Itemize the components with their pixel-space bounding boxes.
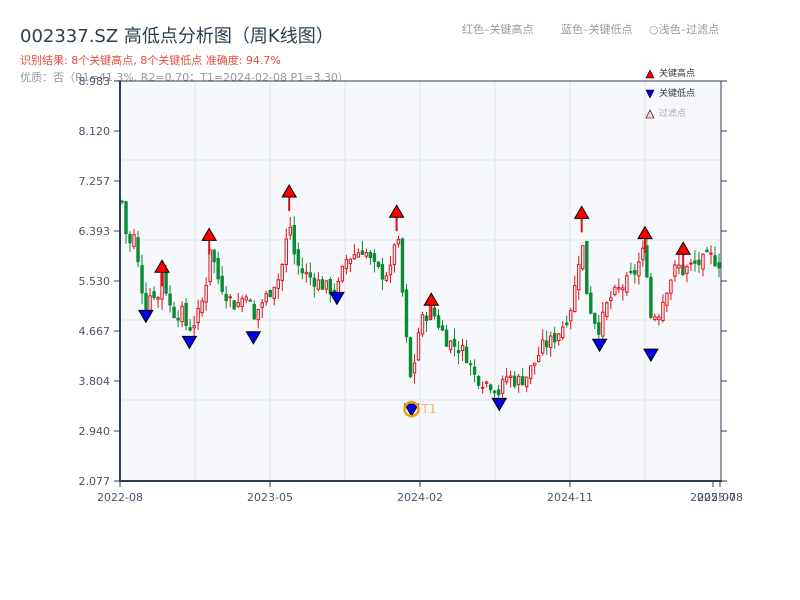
svg-text:3.804: 3.804 [79, 375, 111, 388]
key-low-marker-icon [643, 348, 659, 363]
y-axis-ticks: 2.077 2.940 3.804 4.667 5.530 6.393 7.257 8.120… [79, 75, 727, 488]
key-low-marker-icon [245, 331, 262, 345]
hint-red-high: 红色–关键高点 [462, 23, 534, 36]
key-high-marker-icon [637, 225, 653, 240]
legend-filtered: 过滤点 [645, 106, 686, 119]
legend-key-high: 关键高点 [645, 66, 695, 79]
key-low-marker-icon [181, 335, 198, 350]
svg-text:7.257: 7.257 [79, 175, 111, 188]
key-low-marker-icon [491, 397, 508, 412]
key-high-marker-icon [281, 183, 298, 198]
svg-text:2022-08: 2022-08 [97, 491, 143, 504]
svg-text:5.530: 5.530 [79, 275, 111, 288]
key-low-marker-icon [329, 291, 345, 306]
svg-text:4.667: 4.667 [79, 325, 111, 338]
t1-ring-icon [403, 400, 420, 418]
svg-text:2024-02: 2024-02 [397, 491, 443, 504]
t1-label: T1 [421, 402, 437, 416]
hint-light-filtered: ○浅色–过滤点 [649, 23, 720, 36]
key-low-marker-icon [591, 338, 608, 353]
svg-text:2024-11: 2024-11 [547, 491, 593, 504]
legend-key-low: 关键低点 [645, 86, 695, 99]
svg-text:2.077: 2.077 [79, 475, 111, 488]
svg-text:2023-05: 2023-05 [247, 491, 293, 504]
red-up-triangle-icon [645, 68, 655, 78]
key-high-marker-icon [423, 292, 440, 306]
svg-text:6.393: 6.393 [79, 225, 111, 238]
x-axis-ticks: 2022-08 2023-05 2024-02 2024-11 2025-072025-… [97, 481, 743, 504]
markers: T1 [138, 183, 692, 418]
svg-text:2025-07: 2025-07 [690, 491, 736, 504]
svg-text:8.120: 8.120 [79, 125, 111, 138]
result-summary: 识别结果: 8个关键高点, 8个关键低点 准确度: 94.7% [20, 54, 281, 67]
key-high-marker-icon [201, 227, 218, 241]
key-high-marker-icon [573, 205, 590, 219]
key-low-marker-icon [138, 309, 154, 324]
grid-lines [120, 81, 721, 481]
chart-title: 002337.SZ 高低点分析图（周K线图） [20, 26, 334, 47]
hint-blue-low: 蓝色–关键低点 [561, 23, 633, 36]
key-high-marker-icon [675, 241, 692, 255]
candles [120, 199, 721, 402]
blue-down-triangle-icon [645, 89, 655, 99]
key-high-marker-icon [154, 259, 170, 273]
svg-text:2.940: 2.940 [79, 425, 111, 438]
svg-text:8.983: 8.983 [79, 75, 111, 88]
key-high-marker-icon [388, 204, 405, 218]
key-low-marker-icon [403, 403, 420, 418]
light-triangle-icon [645, 108, 655, 118]
svg-text:2025-08: 2025-08 [697, 491, 743, 504]
